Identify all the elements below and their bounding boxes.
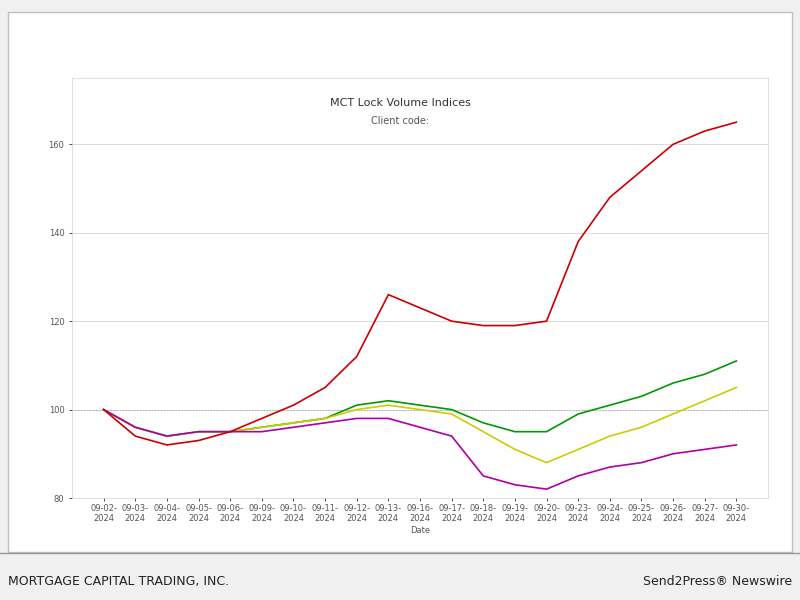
Line: Cash Out: Cash Out <box>104 410 736 489</box>
Cash Out <box>352 415 362 422</box>
Total <box>257 424 266 431</box>
Cash Out <box>415 424 425 431</box>
Text: Send2Press® Newswire: Send2Press® Newswire <box>643 575 792 588</box>
Total <box>415 406 425 413</box>
Purchase <box>289 419 298 427</box>
Total <box>574 446 583 453</box>
Cash Out <box>574 472 583 479</box>
Rate/Term <box>574 238 583 245</box>
Total <box>130 424 140 431</box>
Purchase <box>130 424 140 431</box>
Purchase <box>574 410 583 418</box>
Rate/Term <box>257 415 266 422</box>
Rate/Term <box>383 291 393 298</box>
Rate/Term <box>130 433 140 440</box>
Rate/Term <box>700 127 710 134</box>
Total <box>99 406 109 413</box>
Rate/Term <box>510 322 520 329</box>
X-axis label: Date: Date <box>410 526 430 535</box>
Purchase <box>320 415 330 422</box>
Total <box>605 433 614 440</box>
Rate/Term <box>478 322 488 329</box>
Total <box>226 428 235 435</box>
Cash Out <box>668 450 678 457</box>
Cash Out <box>447 433 457 440</box>
Line: Rate/Term: Rate/Term <box>104 122 736 445</box>
Rate/Term <box>194 437 203 444</box>
Total <box>700 397 710 404</box>
Purchase <box>731 358 741 365</box>
Total <box>478 428 488 435</box>
Rate/Term <box>162 442 172 449</box>
Line: Total: Total <box>104 388 736 463</box>
Purchase <box>257 424 266 431</box>
Rate/Term <box>99 406 109 413</box>
Purchase <box>352 401 362 409</box>
Total <box>510 446 520 453</box>
Cash Out <box>99 406 109 413</box>
Total <box>383 401 393 409</box>
Line: Purchase: Purchase <box>104 361 736 436</box>
Purchase <box>99 406 109 413</box>
Cash Out <box>289 424 298 431</box>
Text: Client code:: Client code: <box>371 116 429 126</box>
Cash Out <box>510 481 520 488</box>
Purchase <box>162 433 172 440</box>
Rate/Term <box>352 353 362 360</box>
Purchase <box>226 428 235 435</box>
Cash Out <box>700 446 710 453</box>
Cash Out <box>383 415 393 422</box>
Cash Out <box>320 419 330 427</box>
Rate/Term <box>226 428 235 435</box>
Total <box>668 410 678 418</box>
Rate/Term <box>415 304 425 311</box>
Purchase <box>447 406 457 413</box>
Purchase <box>542 428 551 435</box>
Total <box>637 424 646 431</box>
Total <box>447 410 457 418</box>
Rate/Term <box>320 384 330 391</box>
Purchase <box>478 419 488 427</box>
Cash Out <box>478 472 488 479</box>
Total <box>194 428 203 435</box>
Purchase <box>383 397 393 404</box>
Purchase <box>700 371 710 378</box>
Total <box>731 384 741 391</box>
Purchase <box>668 379 678 386</box>
Total <box>542 459 551 466</box>
Cash Out <box>605 463 614 470</box>
Cash Out <box>226 428 235 435</box>
Rate/Term <box>289 401 298 409</box>
Rate/Term <box>605 194 614 201</box>
Purchase <box>605 401 614 409</box>
Rate/Term <box>668 141 678 148</box>
Rate/Term <box>542 317 551 325</box>
Cash Out <box>130 424 140 431</box>
Text: MORTGAGE CAPITAL TRADING, INC.: MORTGAGE CAPITAL TRADING, INC. <box>8 575 229 588</box>
Rate/Term <box>447 317 457 325</box>
Total <box>352 406 362 413</box>
Text: MCT Lock Volume Indices: MCT Lock Volume Indices <box>330 98 470 108</box>
Purchase <box>415 401 425 409</box>
Cash Out <box>162 433 172 440</box>
Total <box>320 415 330 422</box>
Rate/Term <box>731 119 741 126</box>
Cash Out <box>637 459 646 466</box>
Purchase <box>194 428 203 435</box>
Cash Out <box>731 442 741 449</box>
Rate/Term <box>637 167 646 175</box>
Cash Out <box>194 428 203 435</box>
Cash Out <box>257 428 266 435</box>
Purchase <box>510 428 520 435</box>
Total <box>289 419 298 427</box>
Total <box>162 433 172 440</box>
Cash Out <box>542 485 551 493</box>
Purchase <box>637 393 646 400</box>
